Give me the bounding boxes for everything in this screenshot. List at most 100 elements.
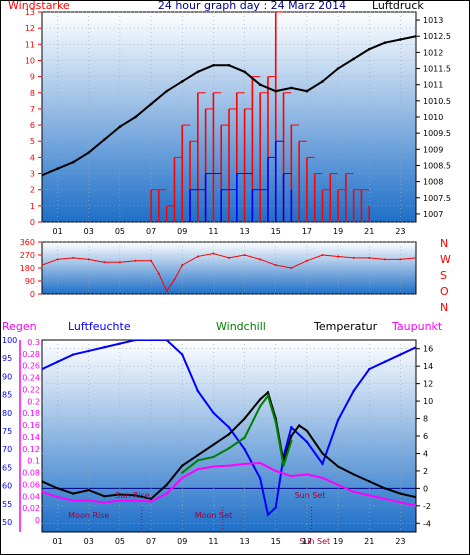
- data-point: [149, 340, 153, 342]
- right-tick-label: 1008: [423, 178, 443, 187]
- data-point: [258, 461, 262, 465]
- data-point: [181, 471, 184, 474]
- data-point: [290, 440, 293, 443]
- data-point: [118, 499, 122, 502]
- left-tick-label: 11: [25, 40, 35, 49]
- left-tick-label: 4: [30, 153, 35, 162]
- left-tick-label: 0: [30, 218, 35, 227]
- x-tick-label: 17: [302, 227, 312, 236]
- rain-tick-label: 0.06: [22, 480, 40, 489]
- humidity-tick-label: 55: [2, 500, 12, 509]
- data-point: [414, 346, 416, 349]
- humidity-tick-label: 80: [2, 409, 12, 418]
- data-point: [305, 473, 309, 476]
- temp-tick-label: 14: [423, 362, 433, 371]
- wind-direction-point: [72, 256, 75, 259]
- data-point: [212, 455, 215, 459]
- x-tick-label: 15: [271, 537, 281, 546]
- data-point: [227, 433, 231, 436]
- data-point: [352, 473, 355, 476]
- data-point: [181, 464, 184, 467]
- data-point: [227, 426, 231, 429]
- data-point: [196, 454, 200, 457]
- humidity-tick-label: 85: [2, 391, 12, 400]
- data-point: [305, 440, 309, 444]
- direction-tick-label: 90: [25, 277, 35, 286]
- data-point: [282, 464, 285, 467]
- data-point: [414, 495, 416, 499]
- direction-tick-label: 180: [20, 264, 35, 273]
- wind-direction-point: [165, 290, 168, 293]
- left-tick-label: 1: [30, 202, 35, 211]
- x-tick-label: 15: [271, 227, 281, 236]
- data-point: [196, 467, 200, 471]
- temp-tick-label: 6: [423, 432, 428, 441]
- wind-direction-point: [274, 264, 277, 267]
- data-point: [165, 483, 168, 487]
- direction-tick-label: 0: [30, 290, 35, 299]
- x-tick-label: 21: [364, 537, 374, 546]
- pressure-point: [103, 138, 106, 141]
- data-point: [103, 346, 106, 349]
- data-point: [212, 465, 215, 468]
- wind-direction-point: [42, 264, 43, 267]
- pressure-point: [243, 70, 246, 74]
- right-tick-label: 1007: [423, 210, 443, 219]
- data-point: [181, 353, 184, 356]
- data-point: [383, 487, 387, 490]
- temperature-humidity-panel: 5055606570758085909510000.020.040.060.08…: [2, 320, 443, 546]
- x-tick-label: 01: [52, 227, 62, 236]
- temp-tick-label: 4: [423, 449, 428, 458]
- data-point: [297, 424, 301, 427]
- rain-tick-label: 0.02: [22, 504, 40, 513]
- dewpoint-legend: Taupunkt: [391, 320, 443, 333]
- rain-tick-label: 0.08: [22, 469, 40, 478]
- data-point: [321, 476, 324, 480]
- wind-direction-point: [212, 252, 215, 255]
- data-point: [290, 426, 293, 429]
- astro-annotation: Sun Rise: [115, 491, 150, 500]
- data-point: [274, 506, 277, 509]
- direction-tick-label: 270: [20, 251, 35, 260]
- wind-direction-point: [399, 258, 402, 261]
- humidity-tick-label: 70: [2, 445, 12, 454]
- left-tick-label: 8: [30, 89, 35, 98]
- x-tick-label: 05: [115, 227, 125, 236]
- wind-direction-point: [157, 272, 160, 275]
- right-tick-label: 1011.5: [423, 65, 451, 74]
- wind-direction-point: [134, 259, 137, 262]
- data-point: [71, 353, 75, 356]
- right-tick-label: 1010: [423, 113, 443, 122]
- data-point: [290, 474, 293, 478]
- wind-direction-point: [173, 278, 176, 281]
- data-point: [414, 504, 416, 508]
- data-point: [266, 513, 270, 516]
- pressure-point: [149, 102, 153, 106]
- rain-tick-label: 0.14: [22, 433, 40, 442]
- data-point: [42, 367, 44, 371]
- pressure-point: [383, 41, 387, 44]
- rain-tick-label: 0.12: [22, 445, 40, 454]
- data-point: [399, 492, 402, 495]
- x-tick-label: 11: [208, 227, 218, 236]
- data-point: [243, 436, 246, 439]
- astro-annotation: Sun Set: [295, 491, 326, 500]
- pressure-point: [321, 80, 324, 83]
- x-tick-label: 03: [84, 227, 94, 236]
- rain-tick-label: 0.22: [22, 385, 40, 394]
- humidity-tick-label: 75: [2, 427, 12, 436]
- temp-tick-label: 10: [423, 397, 433, 406]
- wind-direction-point: [337, 255, 340, 258]
- left-tick-label: 7: [30, 105, 35, 114]
- data-point: [56, 495, 59, 499]
- panel3-plot-area: [41, 339, 417, 533]
- wind-direction-point: [415, 256, 416, 259]
- data-point: [258, 477, 262, 480]
- data-point: [149, 497, 153, 501]
- data-point: [196, 459, 200, 462]
- windchill-line: [181, 393, 293, 474]
- wind-direction-point: [321, 254, 324, 256]
- data-point: [227, 447, 231, 450]
- x-tick-label: 11: [208, 537, 218, 546]
- data-point: [103, 501, 106, 504]
